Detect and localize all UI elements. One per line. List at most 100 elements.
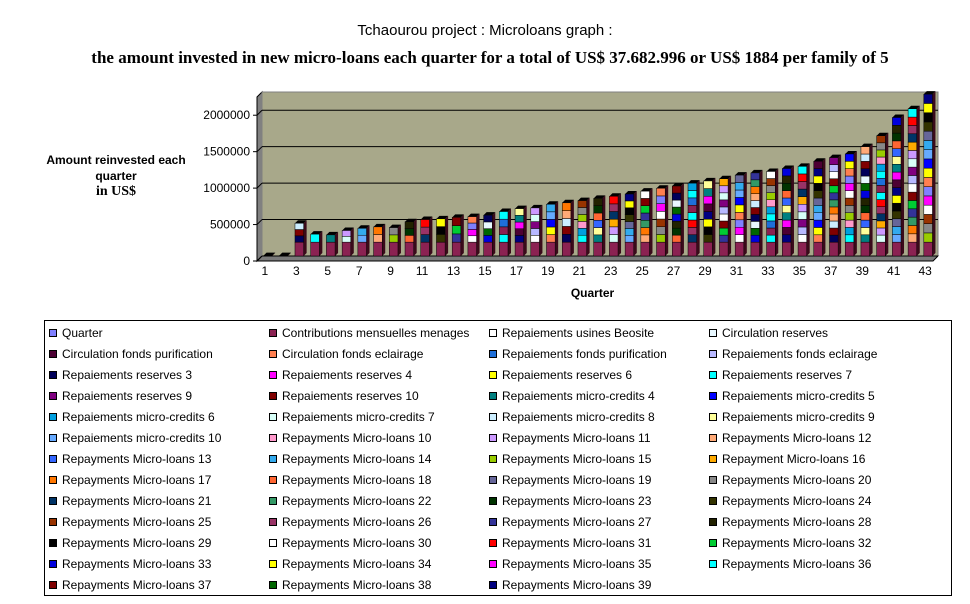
bar-segment <box>719 241 729 257</box>
bar-segment <box>923 103 933 113</box>
gridline-depth <box>256 255 263 262</box>
bar-segment <box>593 227 603 236</box>
bar-segment <box>876 135 886 144</box>
legend-label: Repayments Micro-loans 38 <box>282 577 432 592</box>
bar-segment <box>687 227 697 236</box>
plot-floor <box>255 255 940 262</box>
x-tick-label: 33 <box>761 264 775 278</box>
legend-label: Repayments Micro-loans 28 <box>722 514 872 529</box>
y-tick-label: 500000 <box>210 218 250 232</box>
bar-segment <box>451 225 462 235</box>
bar-segment <box>813 212 823 221</box>
bar-segment <box>483 235 493 243</box>
legend-grid: Quarter Contributions mensuelles menages R… <box>49 322 951 595</box>
bar-top <box>892 114 905 118</box>
bar-segment <box>797 166 807 175</box>
bar-segment <box>844 168 855 177</box>
legend-item: Repaiements reserves 3 <box>49 364 269 385</box>
legend-item: Repayments Micro-loans 39 <box>489 574 709 595</box>
bar-segment <box>844 241 855 257</box>
bar-segment <box>782 197 792 206</box>
bar-segment <box>813 234 823 243</box>
bar-segment <box>436 241 446 257</box>
legend-item: Repayments Micro-loans 23 <box>489 490 709 511</box>
bar-segment <box>404 235 414 243</box>
bar-side <box>932 91 936 256</box>
legend-label: Repayments Micro-loans 15 <box>502 451 652 466</box>
bar-side <box>759 169 763 256</box>
bar-top <box>860 143 873 147</box>
legend-swatch <box>269 391 277 400</box>
bar-side <box>853 150 857 256</box>
bar-top <box>609 193 622 197</box>
bar-side <box>728 175 732 256</box>
legend-swatch <box>489 412 497 421</box>
legend-label: Circulation fonds eclairage <box>282 346 424 361</box>
bar-segment <box>420 234 430 243</box>
bar-side <box>790 165 794 256</box>
bar-segment <box>860 153 870 162</box>
bar-segment <box>483 221 493 229</box>
bar-segment <box>813 190 823 199</box>
bar-segment <box>577 221 587 229</box>
legend-swatch <box>269 496 277 505</box>
legend-label: Circulation reserves <box>722 325 829 340</box>
bar-segment <box>672 185 682 194</box>
legend-item: Repaiements usines Beosite <box>489 322 709 343</box>
bar-segment <box>892 226 902 235</box>
bar-side <box>507 208 511 256</box>
bar-segment <box>907 183 917 193</box>
bar-segment <box>782 241 792 257</box>
bar-side <box>680 183 684 256</box>
bar-segment <box>514 221 524 229</box>
bar-segment <box>294 241 304 257</box>
bar-top <box>357 225 370 229</box>
legend-label: Repayments Micro-loans 33 <box>62 556 212 571</box>
legend-swatch <box>489 475 497 484</box>
legend-label: Repayments Micro-loans 37 <box>62 577 212 592</box>
bar-top <box>499 208 511 212</box>
legend-swatch <box>489 391 497 400</box>
bar-segment <box>609 234 619 243</box>
bar-segment <box>750 172 760 181</box>
legend-label: Repayments Micro-loans 17 <box>62 472 212 487</box>
bar-segment <box>797 181 807 190</box>
bar-segment <box>797 219 807 228</box>
legend-item: Repayments Micro-loans 15 <box>489 448 709 469</box>
bar-segment <box>844 227 855 236</box>
bar-segment <box>436 234 446 243</box>
bar-segment <box>766 192 776 200</box>
legend-swatch <box>269 454 277 463</box>
bar-side <box>712 177 716 256</box>
bar-segment <box>687 241 697 257</box>
bar-segment <box>687 234 697 243</box>
bar-segment <box>907 208 917 218</box>
y-tick-label: 1500000 <box>203 145 250 159</box>
bar-top <box>813 158 826 162</box>
bar-segment <box>719 206 729 215</box>
bar-segment <box>499 234 509 243</box>
plot-side-wall <box>256 90 263 263</box>
bar-segment <box>451 217 462 226</box>
bar-segment <box>829 199 839 208</box>
bar-segment <box>467 222 477 230</box>
bar-segment <box>844 205 855 214</box>
bar-segment <box>797 196 807 205</box>
legend-swatch <box>709 454 717 463</box>
legend-swatch <box>269 517 277 526</box>
legend-label: Repayments Micro-loans 18 <box>282 472 432 487</box>
bar-segment <box>876 192 886 200</box>
legend-swatch <box>49 559 57 568</box>
legend-label: Repayments Micro-loans 23 <box>502 493 652 508</box>
bar-top <box>515 205 527 209</box>
bar-segment <box>451 241 462 257</box>
bar-segment <box>546 234 556 243</box>
legend-swatch <box>49 412 57 421</box>
legend-swatch <box>489 517 497 526</box>
legend-item: Repaiements micro-credits 9 <box>709 406 929 427</box>
bar-segment <box>923 121 933 132</box>
bar-top <box>562 199 574 203</box>
bar-side <box>916 105 920 257</box>
legend-swatch <box>709 496 717 505</box>
